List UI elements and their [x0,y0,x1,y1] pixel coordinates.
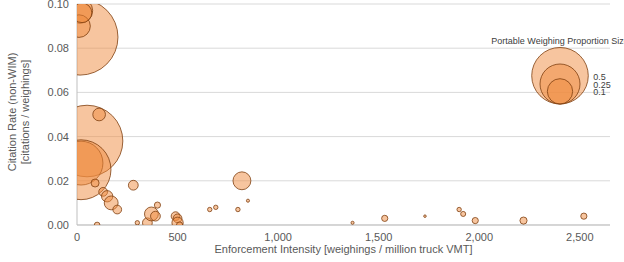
svg-text:0.06: 0.06 [48,86,69,98]
svg-text:1,000: 1,000 [264,231,292,243]
svg-text:Portable Weighing Proportion S: Portable Weighing Proportion Size [491,36,616,46]
svg-text:0.04: 0.04 [48,131,69,143]
svg-text:2,000: 2,000 [465,231,493,243]
svg-text:0.08: 0.08 [48,42,69,54]
svg-text:0: 0 [74,231,80,243]
svg-text:0.10: 0.10 [48,0,69,10]
svg-text:0.00: 0.00 [48,219,69,231]
svg-text:0.25: 0.25 [593,80,611,90]
svg-text:500: 500 [168,231,186,243]
svg-text:Enforcement Intensity [weighin: Enforcement Intensity [weighings / milli… [215,243,473,255]
svg-text:0.1: 0.1 [593,87,606,97]
svg-text:0.5: 0.5 [593,72,606,82]
svg-text:Citation Rate (non-WIM)[citati: Citation Rate (non-WIM)[citations / weig… [8,53,31,172]
svg-text:0.02: 0.02 [48,175,69,187]
svg-text:2,500: 2,500 [566,231,594,243]
svg-text:1,500: 1,500 [365,231,393,243]
